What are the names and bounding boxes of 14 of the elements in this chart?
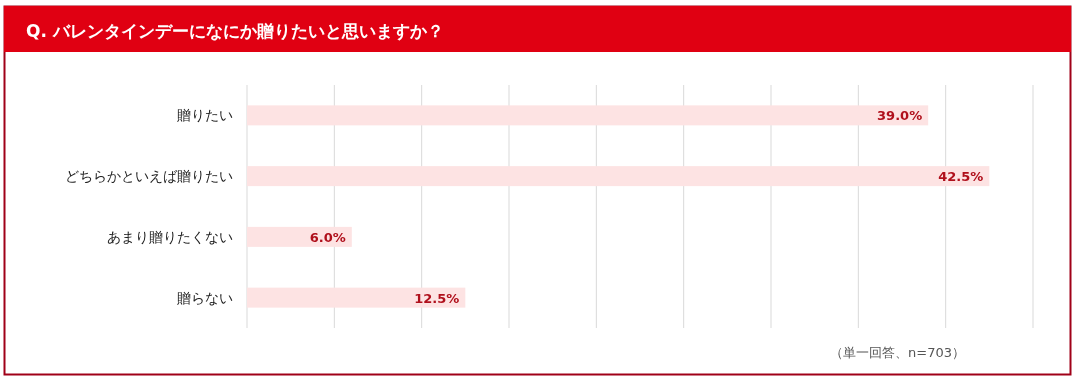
data-label: 12.5% bbox=[414, 290, 460, 306]
text: （単一回答、n=703） bbox=[830, 345, 965, 360]
y-tick-label: 贈りたい bbox=[177, 107, 233, 124]
data-label: 42.5% bbox=[938, 169, 984, 185]
bar bbox=[247, 287, 466, 308]
y-tick-label: どちらかといえば贈りたい bbox=[65, 168, 233, 185]
bar bbox=[247, 105, 929, 126]
chart-title: Q. バレンタインデーになにか贈りたいと思いますか？ bbox=[26, 21, 444, 41]
bar bbox=[247, 226, 352, 247]
bar bbox=[247, 166, 990, 187]
data-label: 6.0% bbox=[309, 229, 346, 245]
data-label: 39.0% bbox=[877, 108, 923, 124]
y-tick-label: あまり贈りたくない bbox=[107, 228, 233, 245]
y-tick-label: 贈らない bbox=[177, 289, 233, 306]
